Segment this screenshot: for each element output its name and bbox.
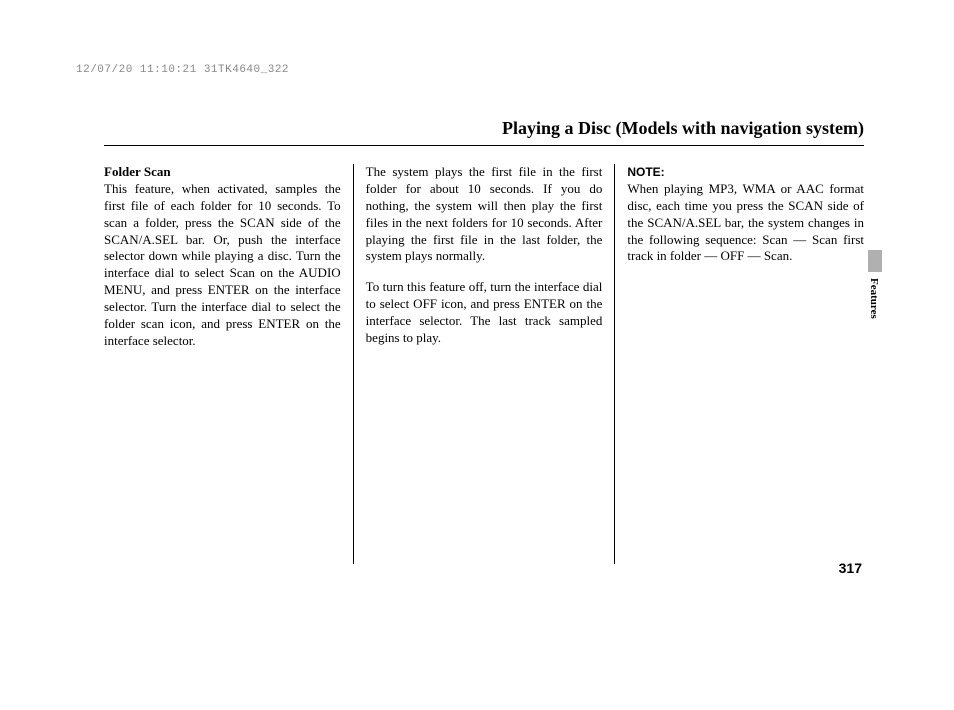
col2-paragraph-2: To turn this feature off, turn the inter… [366,279,603,347]
side-section-label: Features [868,278,880,319]
page-number: 317 [839,560,862,576]
column-1: Folder Scan This feature, when activated… [104,164,354,564]
column-3: NOTE: When playing MP3, WMA or AAC forma… [615,164,864,564]
col2-paragraph-1: The system plays the first file in the f… [366,164,603,265]
content-columns: Folder Scan This feature, when activated… [104,164,864,564]
col3-body: When playing MP3, WMA or AAC format disc… [627,181,864,264]
col1-paragraph: Folder Scan This feature, when activated… [104,164,341,350]
folder-scan-heading: Folder Scan [104,164,171,179]
page-title: Playing a Disc (Models with navigation s… [104,118,864,146]
header-stamp: 12/07/20 11:10:21 31TK4640_322 [76,64,289,76]
col1-body: This feature, when activated, samples th… [104,181,341,348]
note-label: NOTE: [627,165,664,179]
column-2: The system plays the first file in the f… [354,164,616,564]
side-tab [868,250,882,272]
page-frame: Playing a Disc (Models with navigation s… [104,118,864,564]
col3-paragraph: NOTE: When playing MP3, WMA or AAC forma… [627,164,864,265]
